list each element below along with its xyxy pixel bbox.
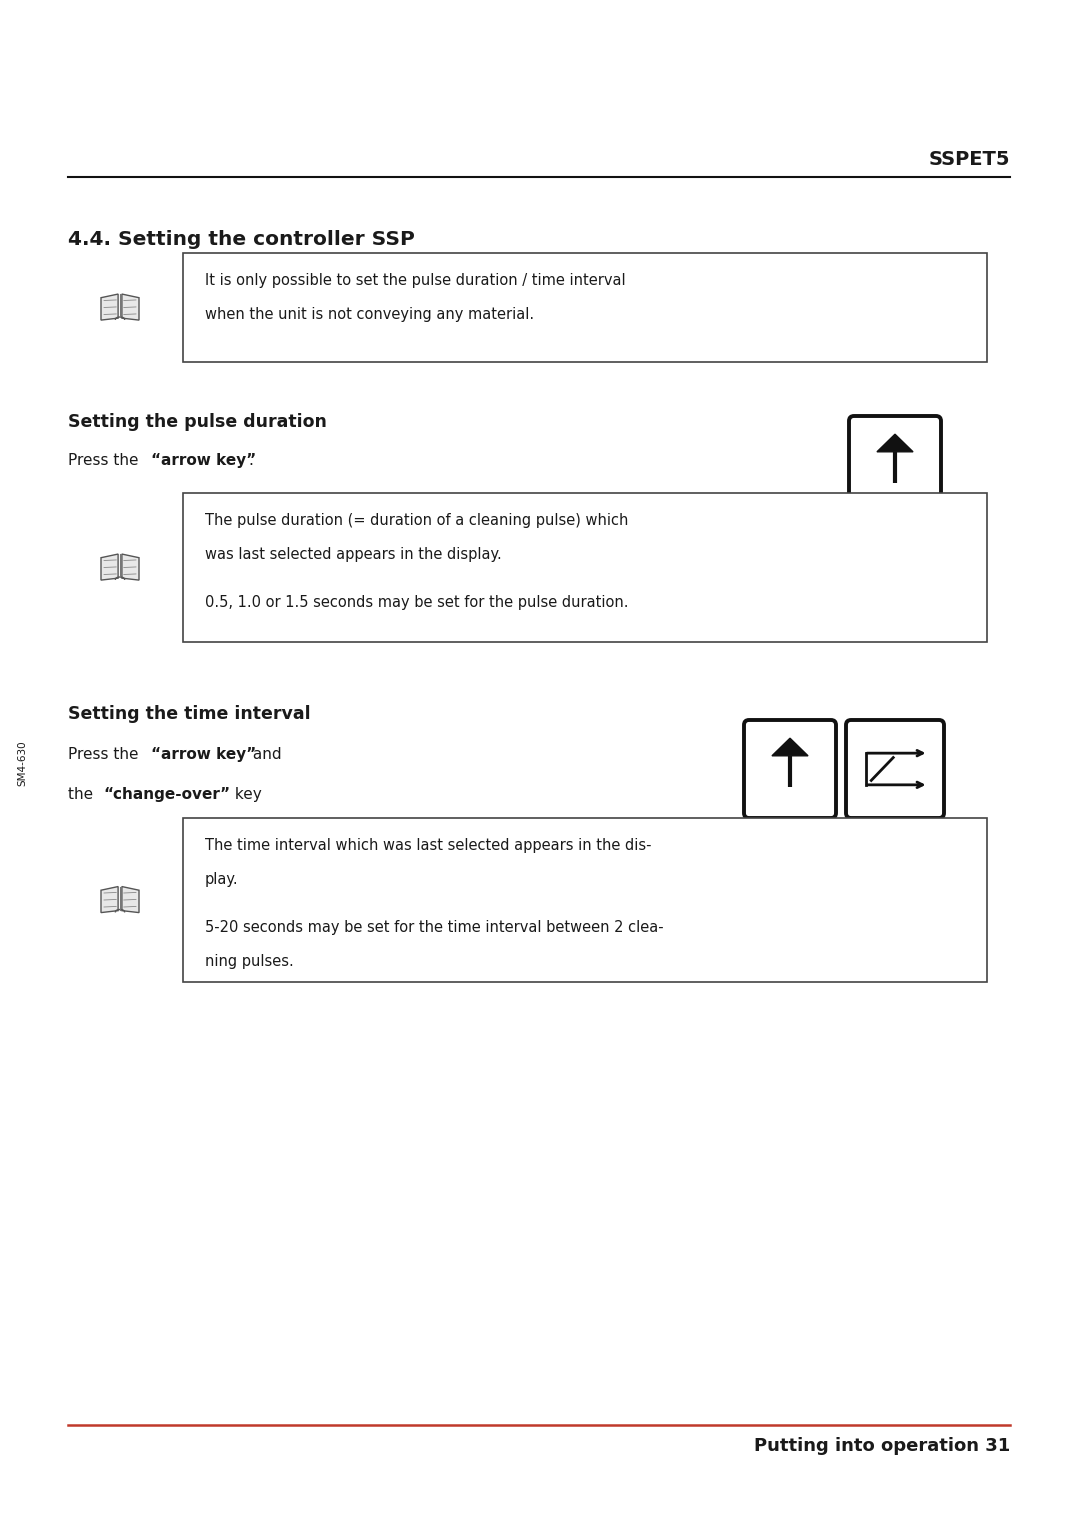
Text: and: and [248, 747, 282, 762]
Polygon shape [772, 738, 808, 756]
Text: .: . [248, 453, 253, 468]
Polygon shape [122, 294, 139, 320]
Text: Setting the pulse duration: Setting the pulse duration [68, 413, 327, 432]
FancyBboxPatch shape [183, 253, 987, 361]
Text: “arrow key”: “arrow key” [151, 747, 256, 762]
Text: Setting the time interval: Setting the time interval [68, 705, 311, 723]
Polygon shape [122, 554, 139, 580]
FancyBboxPatch shape [183, 817, 987, 982]
Text: SSPET5: SSPET5 [929, 149, 1010, 169]
Text: The pulse duration (= duration of a cleaning pulse) which: The pulse duration (= duration of a clea… [205, 512, 629, 528]
Text: SM4-630: SM4-630 [17, 740, 27, 785]
Text: The time interval which was last selected appears in the dis-: The time interval which was last selecte… [205, 839, 651, 852]
Text: the: the [68, 787, 98, 802]
Text: play.: play. [205, 872, 239, 888]
Text: “arrow key”: “arrow key” [151, 453, 256, 468]
Polygon shape [102, 886, 118, 912]
FancyBboxPatch shape [183, 493, 987, 642]
Text: when the unit is not conveying any material.: when the unit is not conveying any mater… [205, 307, 535, 322]
FancyBboxPatch shape [849, 416, 941, 514]
Text: Putting into operation 31: Putting into operation 31 [754, 1437, 1010, 1455]
Text: was last selected appears in the display.: was last selected appears in the display… [205, 547, 502, 563]
Text: Press the: Press the [68, 453, 144, 468]
Polygon shape [877, 435, 913, 451]
Text: It is only possible to set the pulse duration / time interval: It is only possible to set the pulse dur… [205, 273, 625, 288]
Text: 0.5, 1.0 or 1.5 seconds may be set for the pulse duration.: 0.5, 1.0 or 1.5 seconds may be set for t… [205, 595, 629, 610]
Text: 4.4. Setting the controller SSP: 4.4. Setting the controller SSP [68, 230, 415, 249]
Polygon shape [122, 886, 139, 912]
Text: 5-20 seconds may be set for the time interval between 2 clea-: 5-20 seconds may be set for the time int… [205, 920, 663, 935]
FancyBboxPatch shape [846, 720, 944, 817]
Text: ning pulses.: ning pulses. [205, 955, 294, 968]
FancyBboxPatch shape [744, 720, 836, 817]
Polygon shape [102, 294, 118, 320]
Text: key: key [230, 787, 261, 802]
Polygon shape [102, 554, 118, 580]
Text: Press the: Press the [68, 747, 144, 762]
Text: “change-over”: “change-over” [103, 787, 230, 802]
